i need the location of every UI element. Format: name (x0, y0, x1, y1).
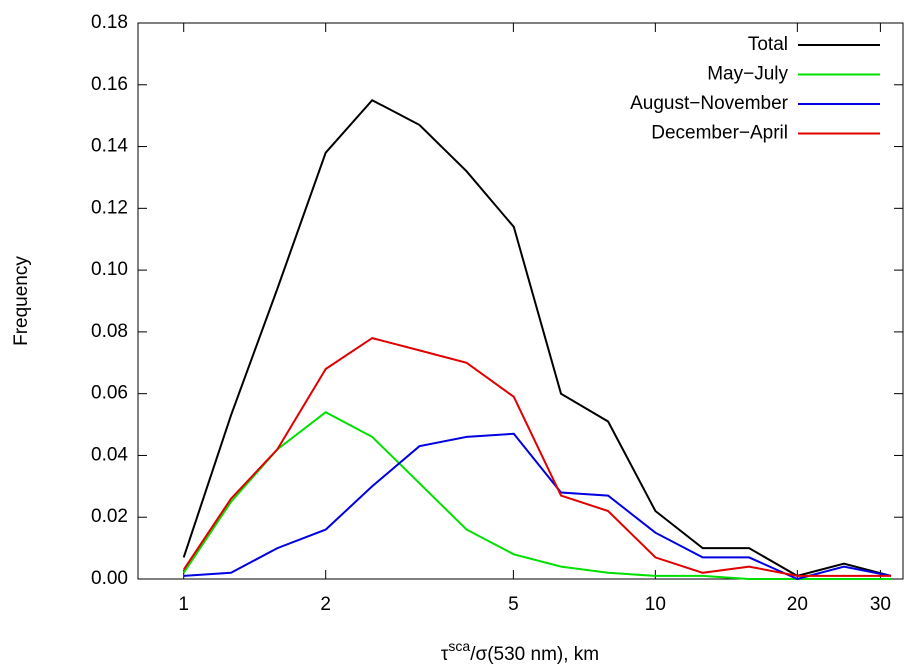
y-tick-label: 0.16 (91, 74, 128, 95)
x-tick-label: 2 (320, 594, 331, 615)
x-tick-label: 1 (178, 594, 189, 615)
x-axis-label: τsca/σ(530 nm), km (441, 638, 599, 665)
series-line (183, 432, 892, 581)
legend-label: Total (748, 34, 788, 55)
x-label-rest: /σ(530 nm), km (470, 644, 599, 665)
x-tick-label: 10 (645, 594, 666, 615)
legend-label: December−April (651, 123, 788, 144)
y-tick-label: 0.10 (91, 259, 128, 280)
series-line (182, 98, 892, 577)
y-tick-label: 0.00 (91, 568, 128, 589)
y-tick-label: 0.18 (91, 12, 128, 33)
legend-label: May−July (707, 64, 788, 85)
x-label-base: τ (441, 644, 449, 665)
x-label-sup: sca (448, 638, 470, 654)
y-tick-label: 0.14 (91, 136, 128, 157)
y-tick-label: 0.12 (91, 197, 128, 218)
y-tick-label: 0.06 (91, 383, 128, 404)
legend-label: August−November (630, 93, 789, 114)
series-line (182, 337, 891, 577)
y-tick-label: 0.02 (91, 506, 128, 527)
plot-frame (137, 22, 904, 580)
y-axis-label: Frequency (11, 256, 32, 346)
x-tick-label: 30 (870, 594, 891, 615)
x-tick-label: 5 (508, 594, 519, 615)
y-tick-label: 0.04 (91, 444, 128, 465)
series-line (182, 411, 891, 580)
x-tick-label: 20 (787, 594, 808, 615)
y-tick-label: 0.08 (91, 321, 128, 342)
